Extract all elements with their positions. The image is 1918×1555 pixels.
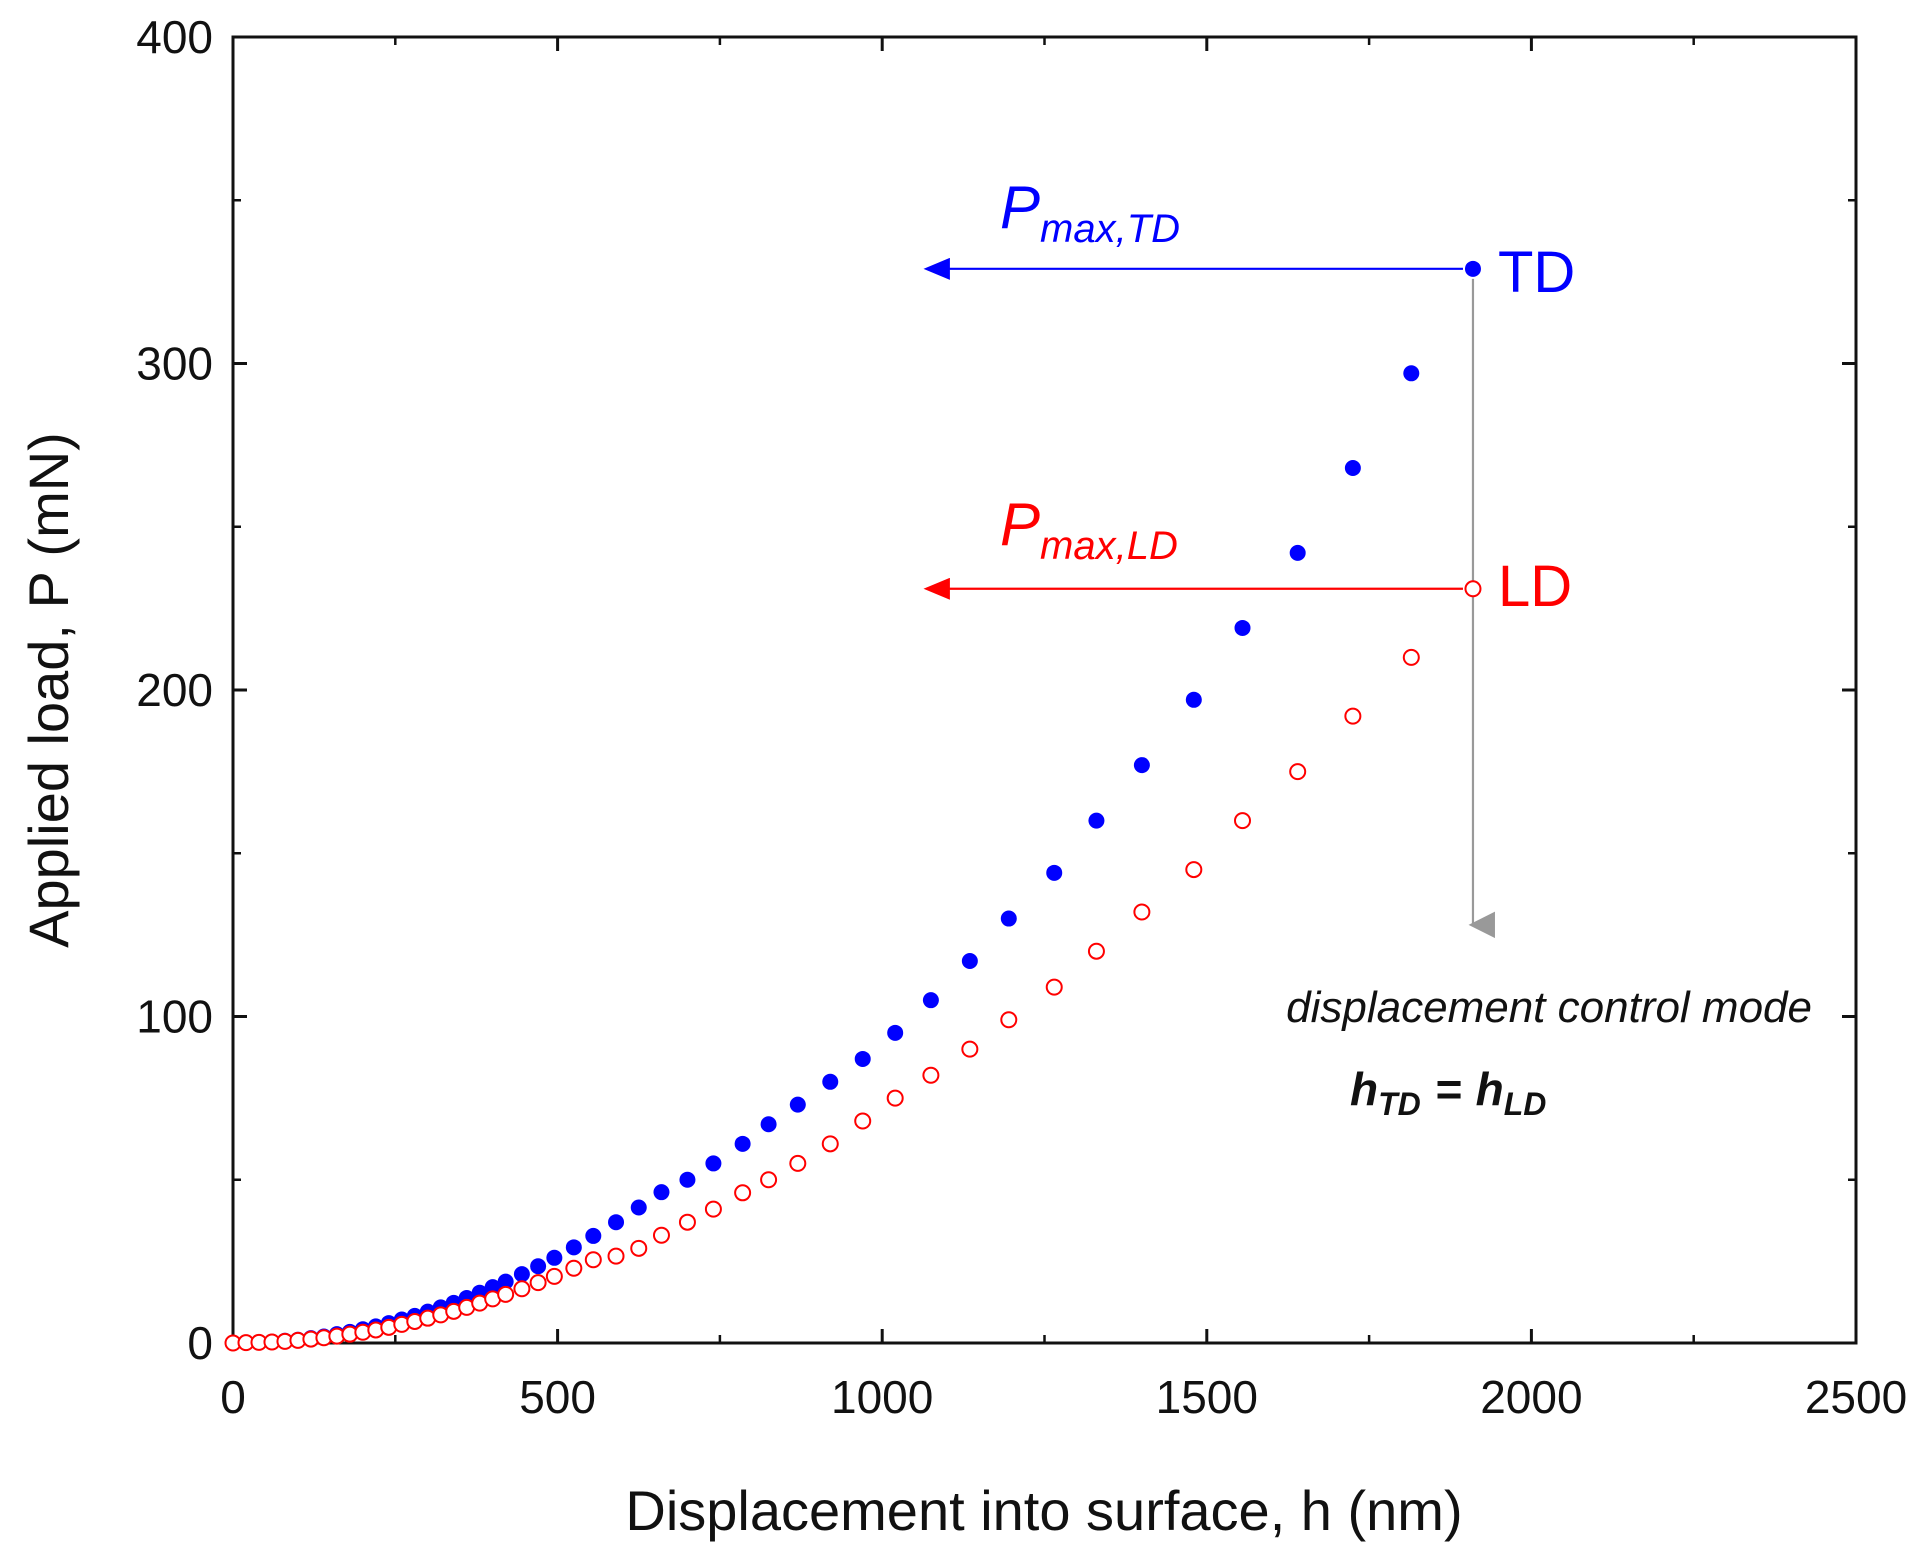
ld-data-point — [630, 1239, 648, 1257]
ld-data-point — [1045, 978, 1063, 996]
td-data-point — [1000, 910, 1017, 927]
y-axis-tick-labels: 0 100 200 300 400 — [136, 11, 213, 1369]
ld-data-point — [1344, 707, 1362, 725]
y-tick-label: 300 — [136, 338, 213, 390]
y-axis-ticks — [233, 35, 1856, 1345]
pmax-td-label: Pmax,TD — [1000, 174, 1180, 251]
h-td-main: h — [1350, 1063, 1378, 1115]
ld-data-point — [1464, 580, 1482, 598]
td-data-point — [822, 1073, 839, 1090]
td-data-point — [530, 1258, 547, 1275]
td-data-point — [1289, 544, 1306, 561]
x-axis-ticks — [231, 37, 1858, 1343]
x-tick-label: 1000 — [831, 1371, 933, 1423]
td-data-point — [546, 1249, 563, 1266]
ld-data-point — [922, 1066, 940, 1084]
td-data-point — [679, 1171, 696, 1188]
x-tick-label: 2000 — [1480, 1371, 1582, 1423]
td-data-point — [484, 1279, 501, 1296]
td-label: TD — [1498, 240, 1575, 305]
y-tick-label: 100 — [136, 991, 213, 1043]
td-data-point — [1464, 260, 1481, 277]
ld-label: LD — [1498, 554, 1572, 619]
td-data-point — [789, 1096, 806, 1113]
ld-data-point — [529, 1274, 547, 1292]
ld-data-point — [1402, 648, 1420, 666]
x-tick-label: 0 — [220, 1371, 246, 1423]
ld-data-point — [1000, 1011, 1018, 1029]
td-data-point — [565, 1239, 582, 1256]
ld-data-point — [1234, 812, 1252, 830]
ld-data-point — [961, 1040, 979, 1058]
x-axis-tick-labels: 0 500 1000 1500 2000 2500 — [220, 1371, 1907, 1423]
pmax-ld-sub: max,LD — [1040, 524, 1178, 568]
ld-data-point — [1289, 763, 1307, 781]
td-data-point — [630, 1199, 647, 1216]
pmax-ld-main: P — [1000, 491, 1040, 558]
ld-data-point — [513, 1280, 531, 1298]
ld-data-point — [734, 1184, 752, 1202]
td-data-point — [653, 1184, 670, 1201]
ld-data-point — [1087, 942, 1105, 960]
series-td — [225, 260, 1481, 1351]
series-ld — [224, 580, 1482, 1352]
td-data-point — [705, 1155, 722, 1172]
td-data-point — [1133, 757, 1150, 774]
ld-data-point — [760, 1171, 778, 1189]
ld-data-point — [565, 1259, 583, 1277]
x-tick-label: 500 — [519, 1371, 596, 1423]
td-data-point — [513, 1266, 530, 1283]
ld-data-point — [704, 1200, 722, 1218]
td-data-point — [497, 1273, 514, 1290]
x-tick-label: 2500 — [1805, 1371, 1907, 1423]
td-data-point — [854, 1050, 871, 1067]
pmax-td-main: P — [1000, 174, 1040, 241]
equals-sign: = — [1435, 1063, 1462, 1115]
td-data-point — [734, 1135, 751, 1152]
ld-data-point — [545, 1267, 563, 1285]
ld-data-point — [584, 1251, 602, 1269]
ld-data-point — [1185, 861, 1203, 879]
td-data-point — [1046, 864, 1063, 881]
y-tick-label: 0 — [187, 1317, 213, 1369]
h-ld-sub: LD — [1504, 1086, 1547, 1122]
pmax-ld-label: Pmax,LD — [1000, 491, 1178, 568]
td-data-point — [760, 1116, 777, 1133]
ld-data-point — [854, 1112, 872, 1130]
displacement-control-mode-text: displacement control mode — [1286, 983, 1812, 1032]
h-td-sub: TD — [1378, 1086, 1421, 1122]
td-data-point — [961, 952, 978, 969]
ld-data-point — [789, 1154, 807, 1172]
h-ld-main: h — [1476, 1063, 1504, 1115]
y-tick-label: 400 — [136, 11, 213, 63]
ld-data-point — [886, 1089, 904, 1107]
ld-data-point — [652, 1226, 670, 1244]
y-axis-title: Applied load, P (mN) — [17, 432, 80, 948]
ld-data-point — [1133, 903, 1151, 921]
x-tick-label: 1500 — [1156, 1371, 1258, 1423]
h-equality-label: hTD = hLD — [1350, 1063, 1546, 1122]
y-tick-label: 200 — [136, 664, 213, 716]
pmax-td-sub: max,TD — [1040, 207, 1180, 251]
td-data-point — [585, 1227, 602, 1244]
x-axis-title: Displacement into surface, h (nm) — [625, 1479, 1462, 1542]
ld-data-point — [821, 1135, 839, 1153]
td-data-point — [1088, 812, 1105, 829]
td-data-point — [1403, 365, 1420, 382]
td-data-point — [1185, 691, 1202, 708]
ld-data-point — [678, 1213, 696, 1231]
td-data-point — [1344, 459, 1361, 476]
td-data-point — [922, 992, 939, 1009]
td-data-point — [887, 1024, 904, 1041]
ld-data-point — [497, 1285, 515, 1303]
td-data-point — [1234, 619, 1251, 636]
td-data-point — [608, 1214, 625, 1231]
ld-data-point — [607, 1247, 625, 1265]
